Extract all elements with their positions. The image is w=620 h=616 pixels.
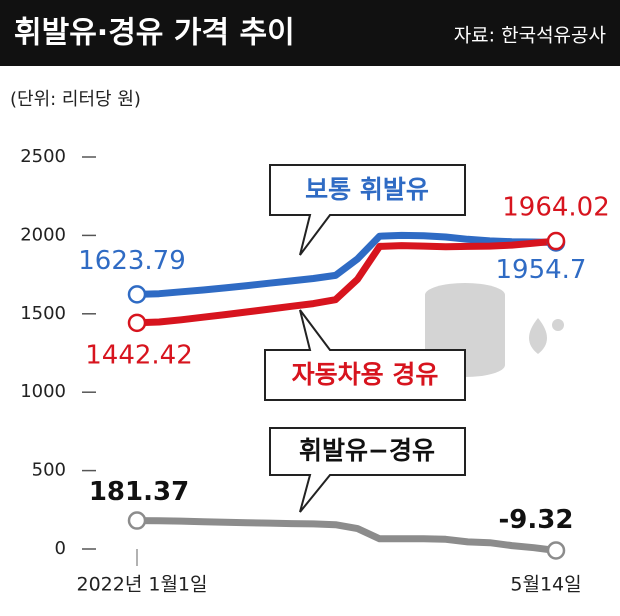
data-label: 181.37 xyxy=(89,477,189,507)
series-line xyxy=(136,231,557,298)
legend-label: 휘발유−경유 xyxy=(299,436,435,465)
y-tick-label: 2500 xyxy=(20,146,66,167)
y-tick-label: 2000 xyxy=(20,224,66,245)
x-tick-label: 5월14일 xyxy=(510,574,581,596)
y-tick-label: 1000 xyxy=(20,381,66,402)
legend-label: 보통 휘발유 xyxy=(305,175,429,204)
data-label: 1623.79 xyxy=(78,246,186,276)
y-tick-label: 0 xyxy=(55,538,66,559)
callout-box xyxy=(269,427,466,513)
subtitle: (단위: 리터당 원) xyxy=(10,89,141,110)
data-label: 1964.02 xyxy=(502,193,610,223)
end-point xyxy=(546,541,566,560)
callouts xyxy=(264,164,466,513)
series-line xyxy=(136,517,557,554)
end-point xyxy=(127,511,147,530)
callout-box xyxy=(269,164,466,256)
header-bar xyxy=(0,0,620,66)
data-label: 1442.42 xyxy=(85,340,193,370)
data-label: -9.32 xyxy=(499,505,574,535)
callout-box xyxy=(264,309,466,401)
end-point xyxy=(546,231,566,251)
series-line xyxy=(136,237,557,327)
chart-title: 휘발유·경유 가격 추이 xyxy=(14,16,295,51)
legend-label: 자동차용 경유 xyxy=(292,360,439,389)
y-tick-label: 500 xyxy=(32,460,66,481)
end-point xyxy=(127,313,147,333)
x-tick-label: 2022년 1월1일 xyxy=(76,574,207,596)
source: 자료: 한국석유공사 xyxy=(454,25,606,47)
end-point xyxy=(127,285,147,304)
data-label: 1954.7 xyxy=(496,255,587,285)
y-tick-label: 1500 xyxy=(20,303,66,324)
